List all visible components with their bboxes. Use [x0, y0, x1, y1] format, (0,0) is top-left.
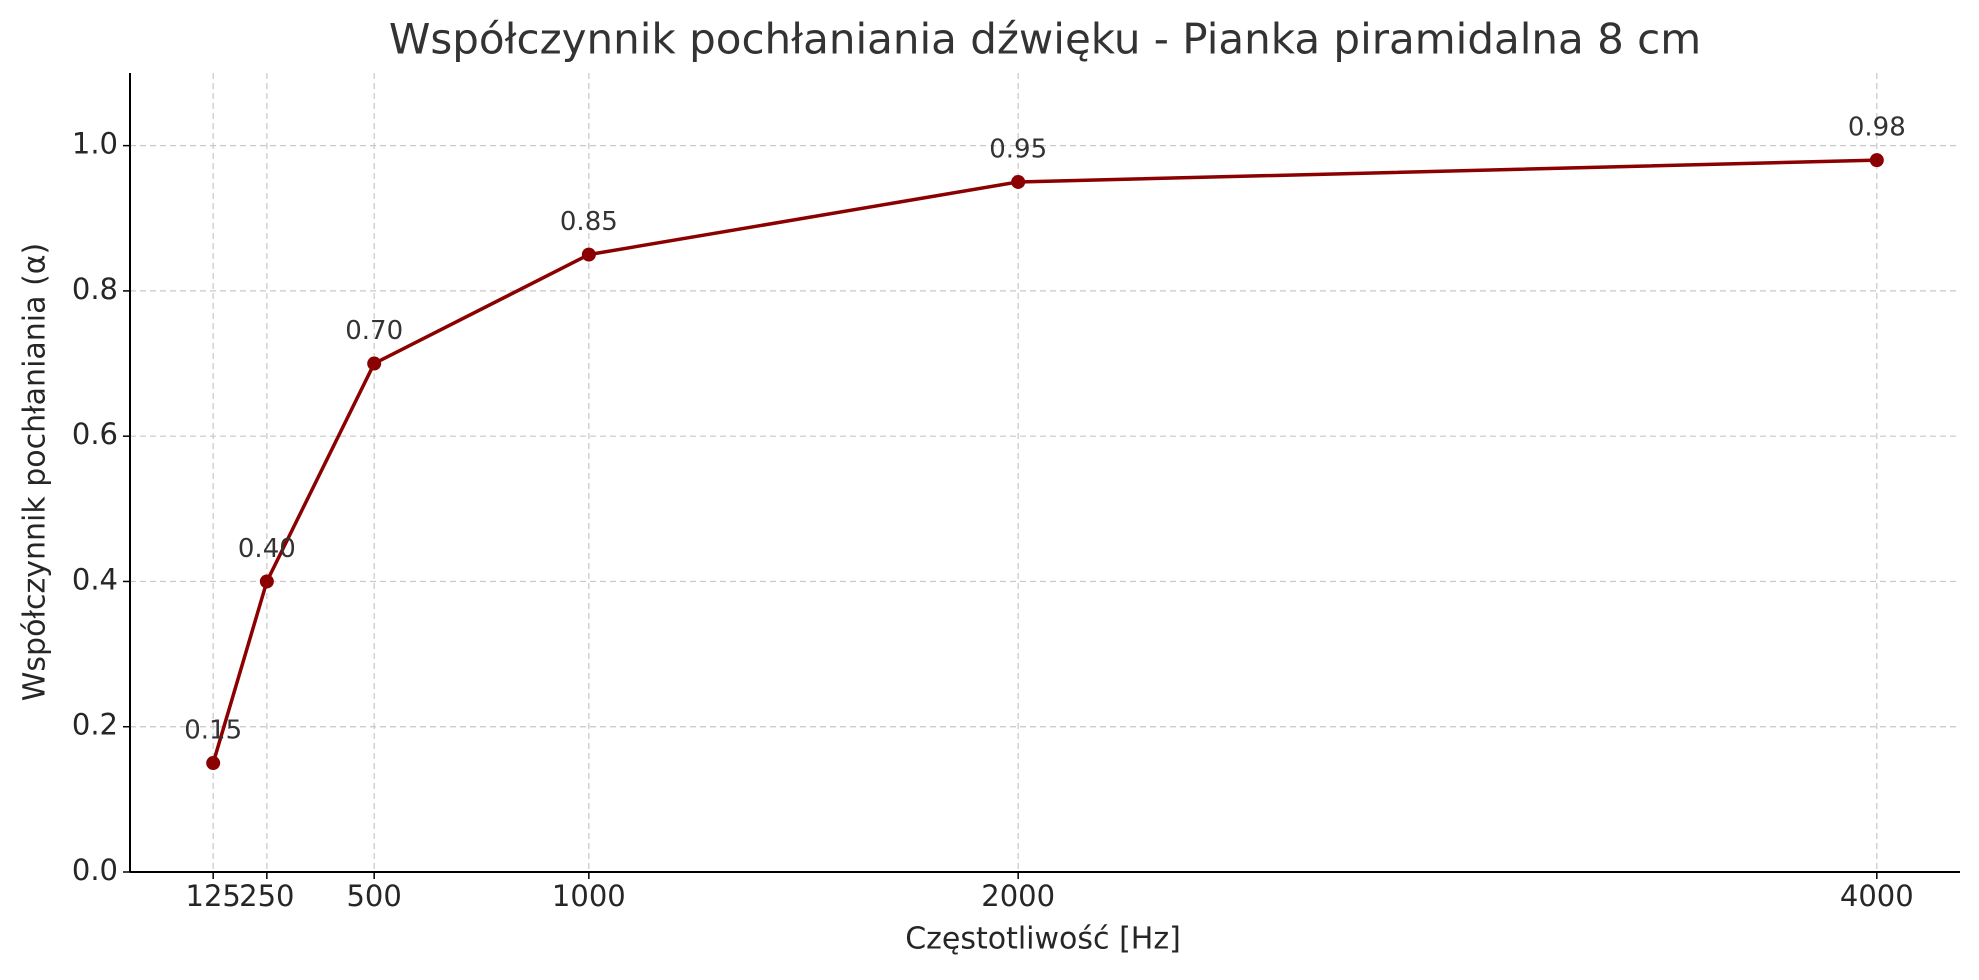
x-tick-label: 500: [346, 879, 401, 913]
data-point: [367, 356, 382, 371]
y-axis-label: Współczynnik pochłaniania (α): [18, 243, 53, 701]
y-tick-label: 0.8: [72, 272, 118, 306]
data-label: 0.95: [989, 134, 1047, 164]
x-tick-label: 125: [186, 879, 241, 913]
y-tick-label: 0.0: [72, 853, 118, 887]
y-tick-label: 1.0: [72, 127, 118, 161]
data-point: [259, 574, 274, 589]
data-label: 0.70: [345, 316, 403, 346]
x-axis-label: Częstotliwość [Hz]: [905, 922, 1181, 957]
chart-title: Współczynnik pochłaniania dźwięku - Pian…: [389, 15, 1701, 64]
x-tick-label: 1000: [552, 879, 626, 913]
data-point: [581, 247, 596, 262]
x-tick-label: 4000: [1840, 879, 1914, 913]
data-point: [1869, 153, 1884, 168]
data-label: 0.40: [238, 534, 296, 564]
data-label: 0.85: [560, 207, 618, 237]
y-tick-label: 0.4: [72, 562, 118, 596]
data-line: [211, 158, 1877, 764]
data-label: 0.15: [184, 716, 242, 746]
data-point: [1011, 174, 1026, 189]
x-tick-label: 2000: [981, 879, 1055, 913]
y-tick-label: 0.6: [72, 417, 118, 451]
data-label: 0.98: [1848, 113, 1906, 143]
x-tick-label: 250: [239, 879, 294, 913]
y-tick-label: 0.2: [72, 708, 118, 742]
data-point: [206, 756, 221, 771]
